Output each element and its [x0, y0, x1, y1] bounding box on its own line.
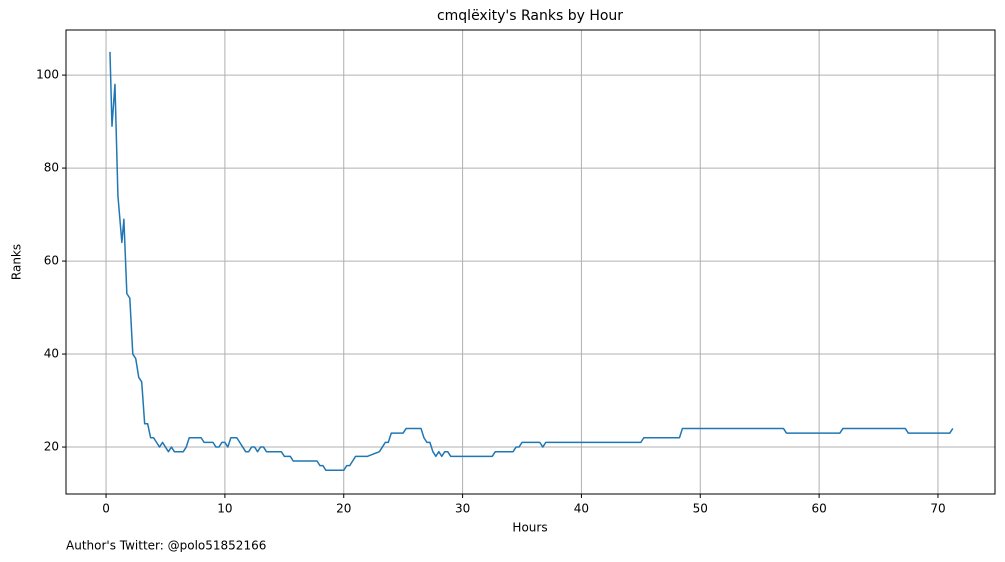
x-tick-label: 30: [455, 502, 470, 516]
x-tick-label: 0: [102, 502, 110, 516]
plot-frame: [65, 29, 996, 495]
y-tick-label: 100: [36, 68, 59, 82]
chart-title: cmqlëxity's Ranks by Hour: [437, 8, 623, 24]
y-tick-label: 60: [44, 254, 59, 268]
y-tick-label: 80: [44, 161, 59, 175]
annotation: Author's Twitter: @polo51852166: [66, 539, 266, 553]
x-tick-label: 70: [930, 502, 945, 516]
x-tick-label: 20: [336, 502, 351, 516]
x-tick-label: 50: [693, 502, 708, 516]
x-tick-label: 10: [217, 502, 232, 516]
y-tick-label: 20: [44, 440, 59, 454]
y-tick-label: 40: [44, 347, 59, 361]
y-axis-label: Ranks: [10, 244, 24, 280]
x-tick-label: 40: [574, 502, 589, 516]
x-tick-label: 60: [811, 502, 826, 516]
data-line: [109, 51, 954, 472]
x-axis-label: Hours: [512, 521, 547, 535]
